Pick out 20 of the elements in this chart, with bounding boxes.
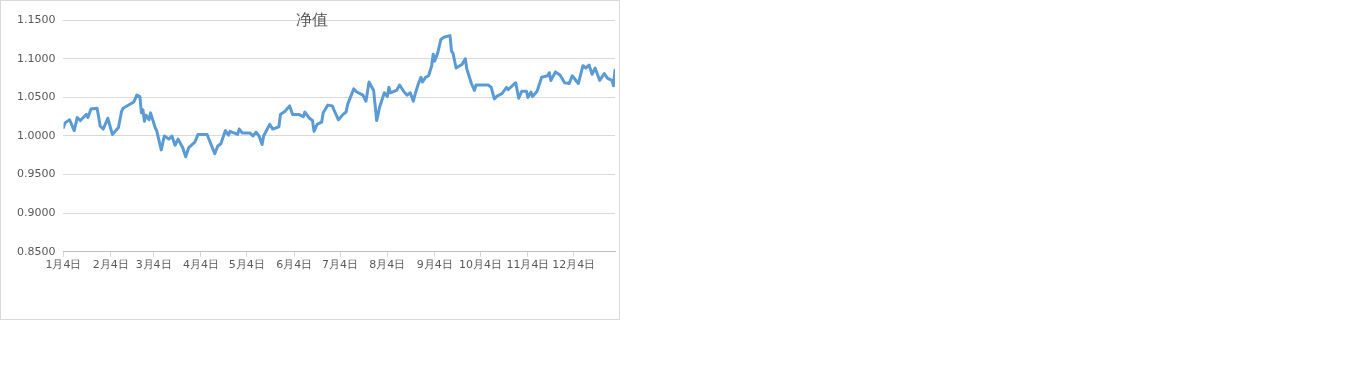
y-tick-label: 1.1500 bbox=[16, 13, 56, 27]
x-tick-label: 6月4日 bbox=[276, 258, 313, 272]
y-tick-label: 0.8500 bbox=[16, 244, 56, 258]
y-tick-label: 0.9500 bbox=[16, 167, 56, 181]
x-tick-label: 8月4日 bbox=[369, 258, 406, 272]
x-tick-label: 1月4日 bbox=[45, 258, 82, 272]
y-tick-label: 1.0500 bbox=[16, 90, 56, 104]
x-tick-label: 9月4日 bbox=[416, 258, 453, 272]
y-tick-label: 0.9000 bbox=[16, 206, 56, 220]
x-tick-label: 11月4日 bbox=[506, 258, 550, 272]
x-tick-label: 4月4日 bbox=[182, 258, 219, 272]
x-tick-label: 7月4日 bbox=[322, 258, 359, 272]
x-tick-label: 10月4日 bbox=[459, 258, 503, 272]
x-tick-label: 12月4日 bbox=[552, 258, 596, 272]
x-tick-label: 5月4日 bbox=[228, 258, 265, 272]
chart-title: 净值 bbox=[296, 9, 328, 29]
x-tick-label: 2月4日 bbox=[92, 258, 129, 272]
x-tick-label: 3月4日 bbox=[135, 258, 172, 272]
y-tick-label: 1.1000 bbox=[16, 51, 56, 65]
y-tick-label: 1.0000 bbox=[16, 128, 56, 142]
